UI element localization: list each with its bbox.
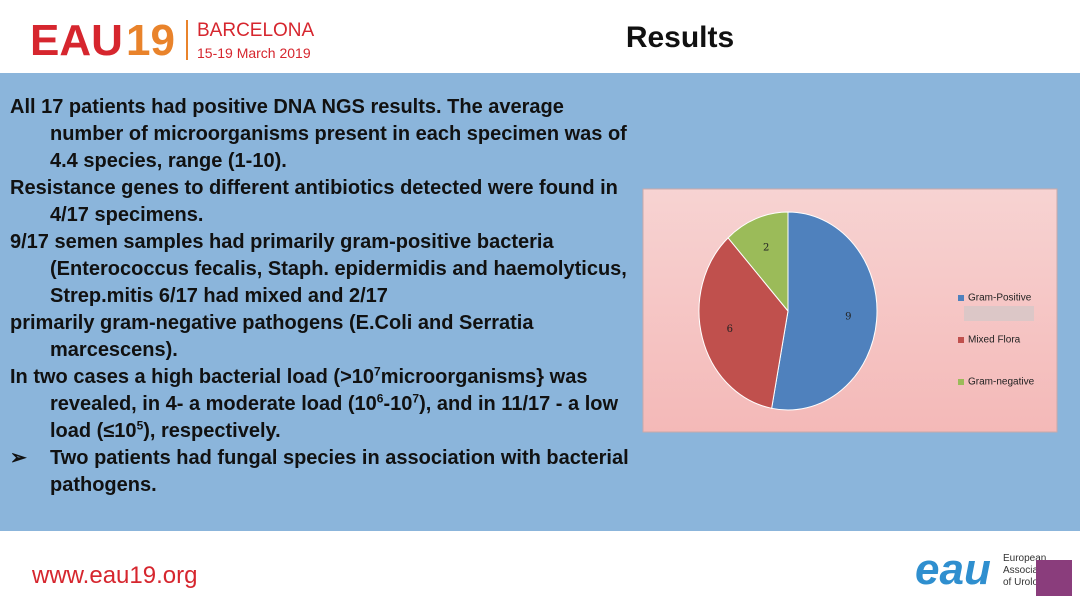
text-run: ), respectively. <box>143 420 281 442</box>
pie-slice <box>727 211 789 313</box>
paragraph: All 17 patients had positive DNA NGS res… <box>10 94 630 175</box>
paragraph: primarily gram-negative pathogens (E.Col… <box>10 310 630 364</box>
superscript: 7 <box>374 364 381 379</box>
text-run: All 17 patients had positive DNA NGS res… <box>10 96 627 172</box>
legend-label: Gram-Positive <box>968 293 1032 304</box>
legend-marker <box>958 379 964 385</box>
legend-marker <box>958 337 964 343</box>
dates: 15-19 March 2019 <box>197 45 311 61</box>
superscript: 5 <box>136 418 144 433</box>
value-label: 2 <box>763 243 769 254</box>
org-name: of Urology <box>1003 577 1049 588</box>
bullet-item: ➢ Two patients had fungal species in asso… <box>10 445 630 499</box>
value-label: 6 <box>727 324 733 335</box>
paragraph: Resistance genes to different antibiotic… <box>10 175 630 229</box>
legend-blank <box>964 306 1034 321</box>
org-logo: eau <box>915 545 991 594</box>
body-text: All 17 patients had positive DNA NGS res… <box>10 94 630 499</box>
text-run: In two cases a high bacterial load (>10 <box>10 366 375 388</box>
paragraph: 9/17 semen samples had primarily gram-po… <box>10 229 630 310</box>
bullet-marker: ➢ <box>10 447 27 469</box>
url: www.eau19.org <box>31 562 197 589</box>
legend-label: Mixed Flora <box>968 335 1021 346</box>
text-run: ), and in 11/17 - a low load (≤10 <box>50 393 619 442</box>
text-run: primarily gram-negative pathogens (E.Col… <box>10 312 534 361</box>
bullet-text: Two patients had fungal species in assoc… <box>50 447 629 496</box>
org-name: European <box>1003 553 1046 564</box>
logo: EAU <box>30 16 123 65</box>
text-run: Resistance genes to different antibiotic… <box>10 177 618 226</box>
text-run: -10 <box>383 393 413 415</box>
paragraph: In two cases a high bacterial load (>107… <box>10 364 630 445</box>
legend-marker <box>958 295 964 301</box>
text-run: microorganisms} was revealed, in 4- a mo… <box>50 366 588 415</box>
slide-title: Results <box>626 21 734 54</box>
text-run: 9/17 semen samples had primarily gram-po… <box>10 231 627 307</box>
value-label: 9 <box>845 312 851 323</box>
superscript: 6 <box>376 391 384 406</box>
org-name: Association <box>1003 565 1054 576</box>
pie-slice <box>698 237 789 409</box>
channel-icon <box>1036 560 1072 596</box>
superscript: 7 <box>412 391 420 406</box>
pie-slice <box>771 211 878 411</box>
legend-label: Gram-negative <box>968 377 1035 388</box>
city: BARCELONA <box>197 20 315 41</box>
logo-year: 19 <box>126 16 175 65</box>
